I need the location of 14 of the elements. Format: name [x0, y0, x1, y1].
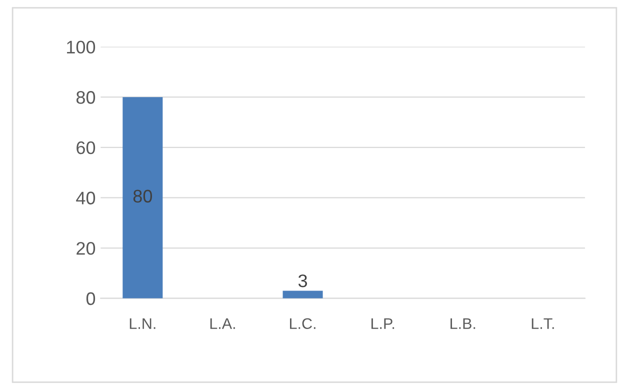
y-tick-label: 60	[76, 141, 96, 154]
y-tick-label: 80	[76, 91, 96, 104]
y-tick-label: 0	[86, 292, 96, 306]
x-tick-label: L.A.	[210, 318, 235, 329]
x-tick-label: L.N.	[130, 318, 156, 329]
y-tick-label: 40	[76, 192, 96, 204]
data-label: 3	[298, 274, 308, 288]
data-label: 80	[133, 190, 152, 203]
x-tick-label: L.P.	[371, 318, 394, 329]
x-tick-label: L.T.	[532, 318, 554, 329]
x-tick-label: L.C.	[290, 318, 316, 330]
x-tick-label: L.B.	[450, 318, 476, 329]
y-tick-label: 20	[76, 242, 96, 255]
y-tick-label: 100	[67, 40, 96, 54]
